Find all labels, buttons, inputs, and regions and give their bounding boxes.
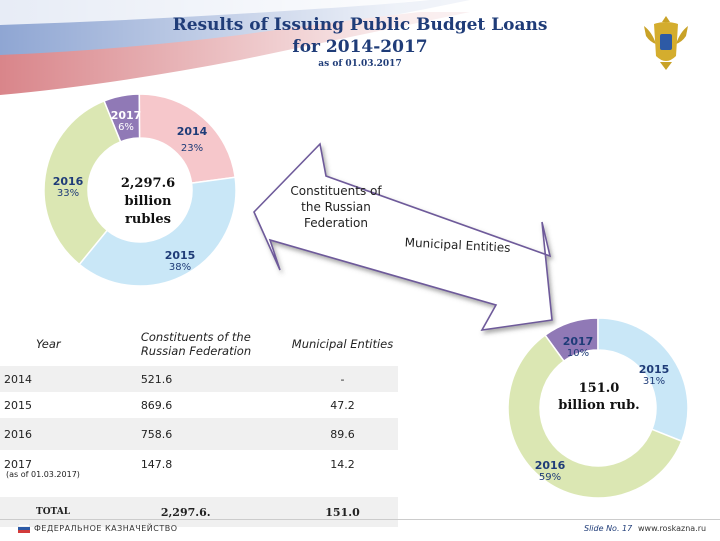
cell-constituents: 147.8	[130, 450, 288, 497]
donut-segment-2015	[597, 317, 689, 443]
cell-municipal: 89.6	[287, 418, 398, 450]
table-total-row: TOTAL 2,297.6. 151.0	[0, 497, 398, 527]
donut2-center-value: 151.0	[578, 381, 620, 396]
donut1-center-unit1: billion	[124, 194, 172, 209]
cell-municipal: 47.2	[287, 392, 398, 418]
donut2-cat-2016: 2016	[534, 459, 566, 472]
title-line-2: for 2014-2017	[292, 37, 428, 57]
table-row: 2017 147.8 14.2	[0, 450, 398, 497]
table-row: 2014 521.6 -	[0, 366, 398, 392]
cell-municipal: -	[287, 366, 398, 392]
donut2-center-unit: billion rub.	[558, 398, 640, 413]
donut2-label-2016: 2016 59%	[530, 460, 570, 484]
donut1-center-unit2: rubles	[125, 212, 171, 227]
russian-flag-icon	[18, 524, 30, 533]
cell-constituents: 758.6	[130, 418, 288, 450]
donut1-label-2016: 2016 33%	[48, 176, 88, 200]
cell-year: 2014	[0, 366, 131, 392]
donut1-center-value: 2,297.6	[120, 176, 176, 191]
donut1-label-2014: 2014	[170, 126, 214, 138]
donut-segment-2015	[78, 176, 237, 287]
donut1-pct-2015: 38%	[168, 262, 192, 273]
donut2-pct-2017: 10%	[566, 348, 590, 359]
title-line-1: Results of Issuing Public Budget Loans	[172, 15, 548, 35]
donut-segment-2014	[138, 93, 237, 184]
donut1-label-2015: 2015 38%	[158, 250, 202, 274]
donut2-cat-2017: 2017	[562, 335, 594, 348]
arrow-label-constituents: Constituents of the Russian Federation	[290, 184, 382, 230]
donut1-pct-label-2014: 23%	[174, 143, 210, 155]
donut2-cat-2015: 2015	[638, 363, 670, 376]
loans-table: Year Constituents of the Russian Federat…	[0, 322, 398, 527]
double-arrow-shape	[253, 142, 553, 332]
donut2-label-2017: 2017 10%	[560, 336, 596, 360]
donut-segment-2016	[507, 334, 683, 499]
total-municipal: 151.0	[287, 497, 398, 527]
donut1-pct-2014: 23%	[180, 143, 204, 154]
donut-chart-municipal	[507, 317, 689, 499]
cell-year: 2016	[0, 418, 131, 450]
page-subtitle: as of 01.03.2017	[318, 59, 402, 69]
footer-slide-number: Slide No. 17	[584, 524, 633, 533]
donut2-group	[507, 317, 689, 499]
donut1-label-2017: 2017 6%	[108, 110, 144, 134]
donut2-pct-2016: 59%	[538, 472, 562, 483]
donut-segment-2016	[43, 100, 122, 266]
donut2-label-2015: 2015 31%	[636, 364, 672, 388]
header-year: Year	[36, 337, 61, 351]
cell-constituents: 521.6	[130, 366, 288, 392]
footer-org: ФЕДЕРАЛЬНОЕ КАЗНАЧЕЙСТВО	[34, 524, 178, 533]
donut1-cat-2015: 2015	[164, 249, 196, 262]
cell-constituents: 869.6	[130, 392, 288, 418]
donut1-cat-2016: 2016	[52, 175, 84, 188]
table-header-row: Year Constituents of the Russian Federat…	[0, 322, 398, 366]
footer-website[interactable]: www.roskazna.ru	[638, 524, 707, 533]
donut1-pct-2017: 6%	[118, 122, 134, 133]
donut1-center-label: 2,297.6 billion rubles	[104, 175, 192, 229]
donut1-cat-2017: 2017	[110, 109, 142, 122]
cell-municipal: 14.2	[287, 450, 398, 497]
donut1-group	[43, 93, 237, 287]
donut-chart-total	[43, 93, 237, 287]
cell-year: 2015	[0, 392, 131, 418]
total-label: TOTAL	[0, 497, 131, 527]
header-constituents: Constituents of the Russian Federation	[140, 330, 252, 358]
donut1-pct-2016: 33%	[56, 188, 80, 199]
header-municipal: Municipal Entities	[291, 337, 394, 351]
flag-background	[0, 0, 720, 95]
cell-year: 2017	[0, 450, 131, 497]
page-title: Results of Issuing Public Budget Loans f…	[120, 14, 600, 58]
table-asof-note: (as of 01.03.2017)	[6, 470, 80, 479]
table-row: 2015 869.6 47.2	[0, 392, 398, 418]
table-row: 2016 758.6 89.6	[0, 418, 398, 450]
emblem-icon	[644, 16, 688, 70]
donut2-pct-2015: 31%	[642, 376, 666, 387]
total-constituents: 2,297.6.	[130, 497, 288, 527]
footer-bar	[0, 519, 720, 541]
donut2-center-label: 151.0 billion rub.	[555, 380, 643, 414]
donut1-cat-2014: 2014	[176, 125, 208, 138]
